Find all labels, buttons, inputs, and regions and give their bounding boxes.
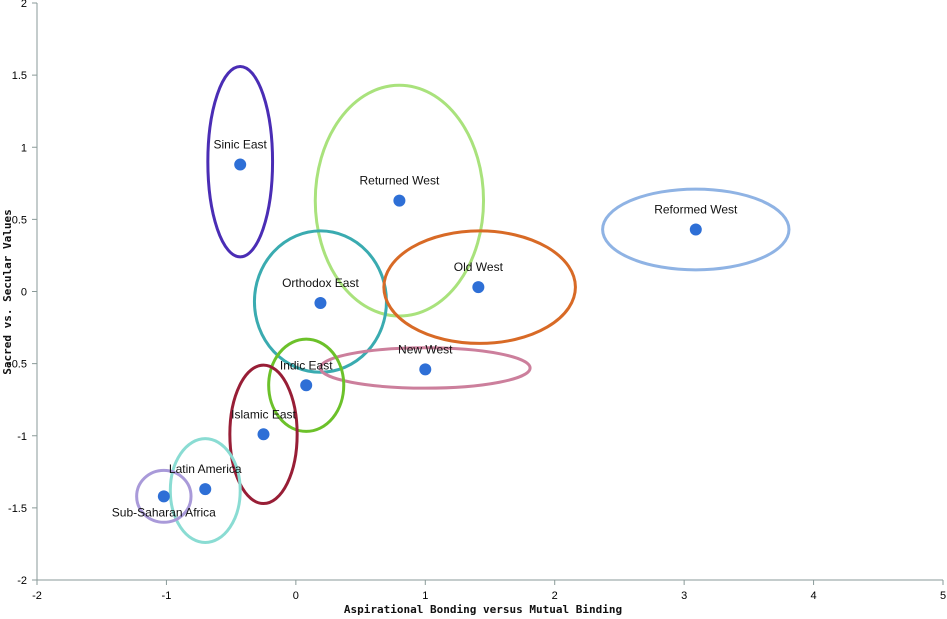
data-label: Islamic East	[231, 407, 296, 421]
group-ellipse	[318, 346, 532, 390]
y-tick-label: -2	[17, 575, 27, 587]
axes: -2 -1 0 1 2 3 4 5 2 1.5 1 0.5 0 -0.5 -1 -1.5 -2	[8, 0, 946, 602]
y-tick-label: -1	[17, 431, 27, 443]
data-point	[199, 483, 212, 496]
group-ellipse	[206, 64, 275, 259]
data-point	[234, 158, 247, 171]
points	[157, 158, 702, 503]
data-point	[314, 297, 327, 310]
data-label: New West	[398, 342, 453, 356]
data-label: Returned West	[359, 174, 439, 188]
x-tick-label: 3	[681, 590, 687, 602]
data-point	[419, 363, 432, 376]
ellipses	[135, 64, 791, 544]
data-point	[300, 379, 313, 392]
data-point	[472, 281, 485, 294]
y-tick-label: 0.5	[12, 214, 27, 226]
data-label: Orthodox East	[282, 276, 359, 290]
x-tick-label: -2	[32, 590, 42, 602]
y-tick-label: 2	[21, 0, 27, 10]
group-ellipse	[267, 337, 346, 433]
x-tick-label: 4	[811, 590, 817, 602]
data-label: Sub-Saharan Africa	[112, 505, 216, 519]
group-ellipse	[135, 468, 193, 524]
x-tick-label: -1	[162, 590, 172, 602]
y-tick-label: 0	[21, 287, 27, 299]
x-tick-label: 5	[940, 590, 946, 602]
data-point	[393, 194, 406, 207]
y-tick-label: 1	[21, 142, 27, 154]
data-label: Old West	[454, 260, 504, 274]
data-point	[689, 223, 702, 236]
data-label: Indic East	[280, 358, 333, 372]
y-tick-label: 1.5	[12, 70, 27, 82]
group-ellipse	[228, 363, 299, 506]
y-tick-label: -0.5	[8, 359, 27, 371]
data-label: Reformed West	[654, 202, 738, 216]
x-axis-title: Aspirational Bonding versus Mutual Bindi…	[344, 603, 622, 616]
y-axis-title: Sacred vs. Secular Values	[1, 209, 14, 375]
x-tick-label: 1	[422, 590, 428, 602]
x-tick-label: 2	[552, 590, 558, 602]
x-tick-label: 0	[293, 590, 299, 602]
group-ellipse	[168, 437, 242, 544]
group-ellipse	[601, 187, 791, 272]
data-label: Latin America	[169, 462, 242, 476]
data-label: Sinic East	[214, 138, 268, 152]
point-labels: Sinic East Returned West Reformed West Orth…	[112, 138, 738, 520]
data-point	[157, 490, 170, 503]
data-point	[257, 428, 270, 441]
group-ellipse	[382, 229, 577, 345]
y-tick-label: -1.5	[8, 503, 27, 515]
